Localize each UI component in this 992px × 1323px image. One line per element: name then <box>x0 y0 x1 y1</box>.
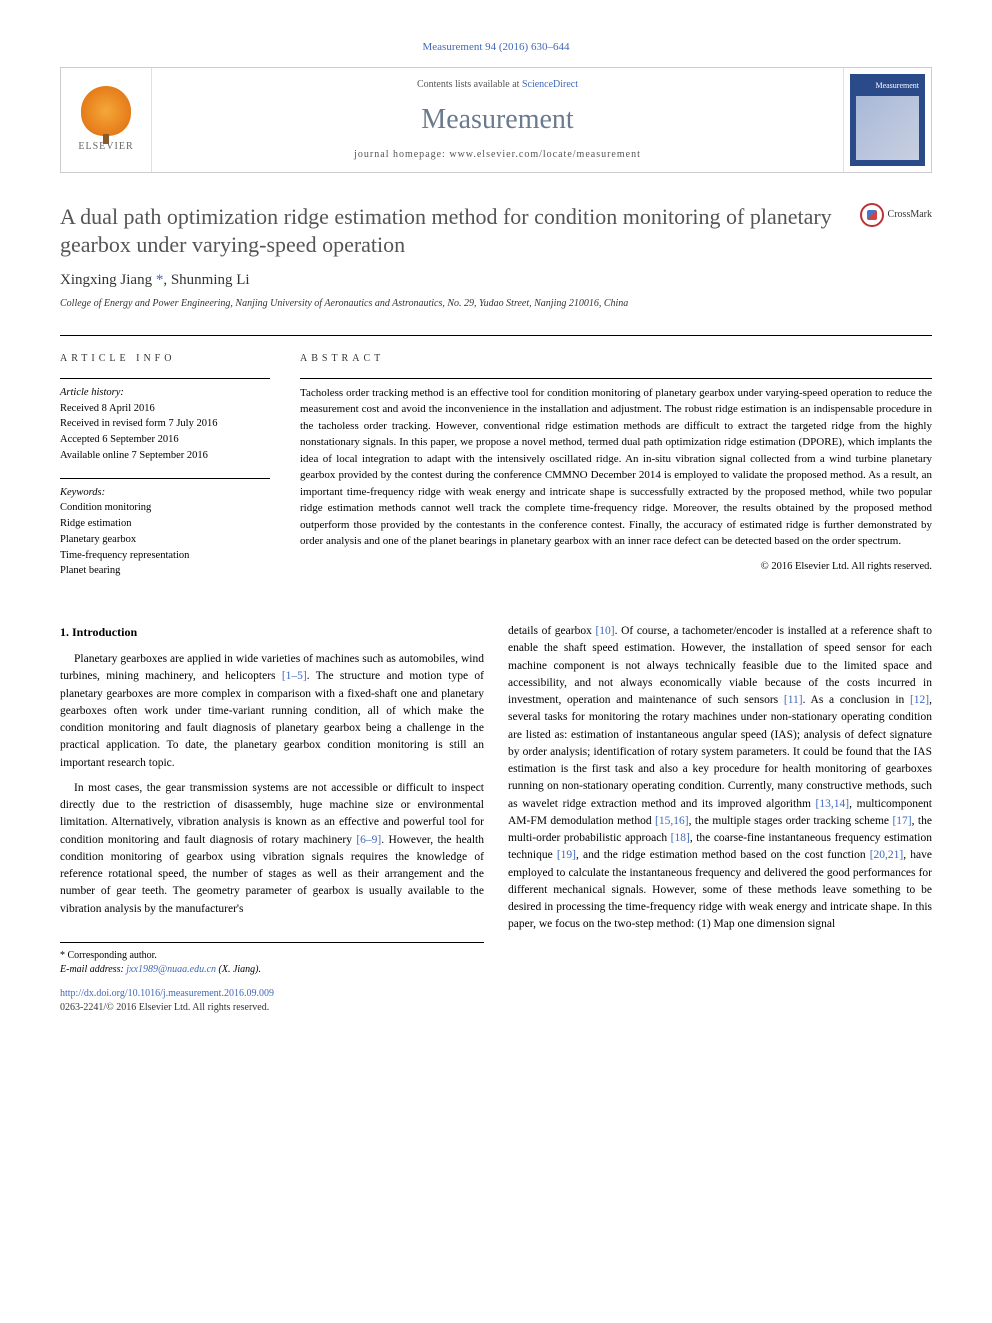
body-column-left: 1. Introduction Planetary gearboxes are … <box>60 623 484 977</box>
journal-cover-thumbnail[interactable]: Measurement <box>850 74 925 165</box>
abstract-column: ABSTRACT Tacholess order tracking method… <box>300 352 932 593</box>
crossmark-badge[interactable]: CrossMark <box>860 203 932 227</box>
keyword-item: Time-frequency representation <box>60 548 270 564</box>
body-two-columns: 1. Introduction Planetary gearboxes are … <box>60 623 932 977</box>
email-suffix: (X. Jiang). <box>216 964 261 975</box>
issn-copyright: 0263-2241/© 2016 Elsevier Ltd. All right… <box>60 1001 932 1015</box>
ref-link[interactable]: [18] <box>671 832 690 844</box>
elsevier-tree-icon <box>81 86 131 136</box>
intro-paragraph-1: Planetary gearboxes are applied in wide … <box>60 651 484 772</box>
citation-line: Measurement 94 (2016) 630–644 <box>60 40 932 55</box>
ref-link[interactable]: [11] <box>784 694 803 706</box>
email-label: E-mail address: <box>60 964 126 975</box>
history-revised: Received in revised form 7 July 2016 <box>60 416 270 432</box>
copyright-line: © 2016 Elsevier Ltd. All rights reserved… <box>300 560 932 575</box>
intro-paragraph-cont: details of gearbox [10]. Of course, a ta… <box>508 623 932 934</box>
article-title: A dual path optimization ridge estimatio… <box>60 203 860 260</box>
body-column-right: details of gearbox [10]. Of course, a ta… <box>508 623 932 977</box>
elsevier-logo[interactable]: ELSEVIER <box>61 68 151 171</box>
ref-link[interactable]: [1–5] <box>282 670 307 682</box>
abstract-heading: ABSTRACT <box>300 352 932 366</box>
header-center: Contents lists available at ScienceDirec… <box>151 68 844 171</box>
intro-paragraph-2: In most cases, the gear transmission sys… <box>60 780 484 918</box>
email-link[interactable]: jxx1989@nuaa.edu.cn <box>126 964 216 975</box>
authors-text-2: , Shunming Li <box>163 272 249 288</box>
homepage-url[interactable]: www.elsevier.com/locate/measurement <box>449 149 641 160</box>
authors-line: Xingxing Jiang *, Shunming Li <box>60 270 932 291</box>
history-accepted: Accepted 6 September 2016 <box>60 432 270 448</box>
email-line: E-mail address: jxx1989@nuaa.edu.cn (X. … <box>60 963 484 977</box>
ref-link[interactable]: [20,21] <box>870 849 904 861</box>
ref-link[interactable]: [17] <box>892 815 911 827</box>
journal-name: Measurement <box>162 100 833 139</box>
sciencedirect-link[interactable]: ScienceDirect <box>522 79 578 90</box>
history-online: Available online 7 September 2016 <box>60 448 270 464</box>
footnote-area: * Corresponding author. E-mail address: … <box>60 942 484 977</box>
cover-title: Measurement <box>856 80 919 91</box>
article-info-sidebar: ARTICLE INFO Article history: Received 8… <box>60 352 270 593</box>
homepage-prefix: journal homepage: <box>354 149 449 160</box>
corresponding-author: * Corresponding author. <box>60 949 484 963</box>
section-1-heading: 1. Introduction <box>60 623 484 641</box>
journal-homepage: journal homepage: www.elsevier.com/locat… <box>162 148 833 162</box>
authors-text: Xingxing Jiang <box>60 272 152 288</box>
history-received: Received 8 April 2016 <box>60 401 270 417</box>
ref-link[interactable]: [6–9] <box>356 834 381 846</box>
keyword-item: Planet bearing <box>60 563 270 579</box>
ref-link[interactable]: [10] <box>595 625 614 637</box>
keyword-item: Condition monitoring <box>60 500 270 516</box>
abstract-text: Tacholess order tracking method is an ef… <box>300 378 932 550</box>
keywords-block: Keywords: Condition monitoring Ridge est… <box>60 478 270 580</box>
crossmark-label: CrossMark <box>888 208 932 222</box>
ref-link[interactable]: [19] <box>557 849 576 861</box>
keyword-item: Planetary gearbox <box>60 532 270 548</box>
cover-image-icon <box>856 96 919 160</box>
journal-header: ELSEVIER Contents lists available at Sci… <box>60 67 932 172</box>
ref-link[interactable]: [12] <box>910 694 929 706</box>
contents-prefix: Contents lists available at <box>417 79 522 90</box>
article-history: Article history: Received 8 April 2016 R… <box>60 378 270 464</box>
ref-link[interactable]: [13,14] <box>816 798 850 810</box>
article-info-heading: ARTICLE INFO <box>60 352 270 366</box>
affiliation: College of Energy and Power Engineering,… <box>60 297 932 311</box>
crossmark-icon <box>860 203 884 227</box>
keyword-item: Ridge estimation <box>60 516 270 532</box>
contents-available: Contents lists available at ScienceDirec… <box>162 78 833 92</box>
doi-link[interactable]: http://dx.doi.org/10.1016/j.measurement.… <box>60 987 932 1001</box>
keywords-label: Keywords: <box>60 485 270 501</box>
history-label: Article history: <box>60 385 270 401</box>
corresponding-marker: * <box>152 272 163 288</box>
ref-link[interactable]: [15,16] <box>655 815 689 827</box>
